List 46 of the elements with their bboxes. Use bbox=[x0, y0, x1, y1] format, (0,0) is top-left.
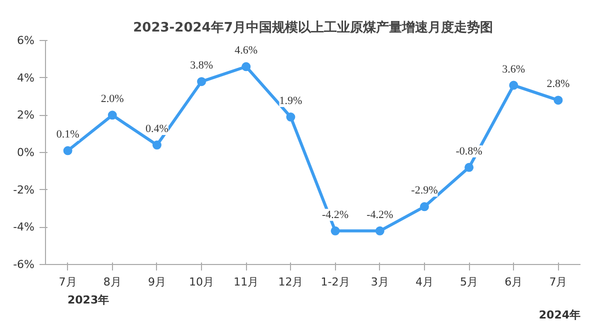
point bbox=[554, 96, 563, 105]
point bbox=[152, 140, 162, 150]
x-tick-label: 3月 bbox=[370, 276, 389, 288]
x-tick-label: 12月 bbox=[278, 276, 304, 288]
y-tick-label: -2% bbox=[13, 183, 34, 196]
y-tick-label: 2% bbox=[17, 108, 34, 122]
point bbox=[63, 146, 72, 156]
x-tick-label: 7月 bbox=[58, 276, 77, 288]
data-label: 3.8% bbox=[190, 60, 214, 72]
data-label: -4.2% bbox=[322, 208, 349, 221]
x-tick-label: 6月 bbox=[504, 276, 523, 288]
point bbox=[464, 162, 474, 172]
y-tick-label: -4% bbox=[13, 220, 34, 234]
data-label: 0.1% bbox=[56, 128, 80, 141]
x-tick-label: 10月 bbox=[189, 276, 214, 288]
text: 2023年 bbox=[68, 294, 110, 306]
data-label: 4.6% bbox=[234, 44, 258, 57]
data-label: 2.0% bbox=[100, 93, 124, 106]
data-label: -0.8% bbox=[456, 145, 482, 158]
x-tick-label: 9月 bbox=[148, 276, 166, 288]
data-label: 0.4% bbox=[146, 123, 168, 136]
x-tick-label: 5月 bbox=[460, 276, 478, 288]
point bbox=[509, 80, 518, 90]
data-label: -4.2% bbox=[366, 208, 394, 221]
x-tick-label: 8月 bbox=[103, 276, 122, 288]
point bbox=[420, 202, 429, 212]
chart-title: 2023-2024年7月中国规模以上工业原煤产量增速月度走势图 bbox=[133, 20, 493, 36]
point bbox=[375, 226, 384, 236]
y-tick-label: 4% bbox=[17, 71, 34, 84]
point bbox=[330, 226, 340, 236]
x-tick-label: 4月 bbox=[415, 276, 434, 288]
data-label: 2.8% bbox=[546, 78, 570, 90]
x-tick-label: 7月 bbox=[549, 276, 568, 288]
data-label: -2.9% bbox=[411, 184, 438, 197]
data-label: 3.6% bbox=[502, 63, 526, 76]
y-tick-label: 6% bbox=[17, 34, 34, 47]
data-label: 1.9% bbox=[279, 95, 302, 108]
point bbox=[286, 112, 296, 122]
text: 2024年 bbox=[538, 308, 581, 321]
y-tick-label: -6% bbox=[13, 258, 34, 271]
point bbox=[242, 62, 251, 72]
x-tick-label: 11月 bbox=[234, 276, 259, 288]
y-tick-label: 0% bbox=[17, 146, 34, 159]
x-tick-label: 1-2月 bbox=[320, 276, 350, 288]
point bbox=[108, 110, 117, 120]
point bbox=[197, 77, 206, 86]
